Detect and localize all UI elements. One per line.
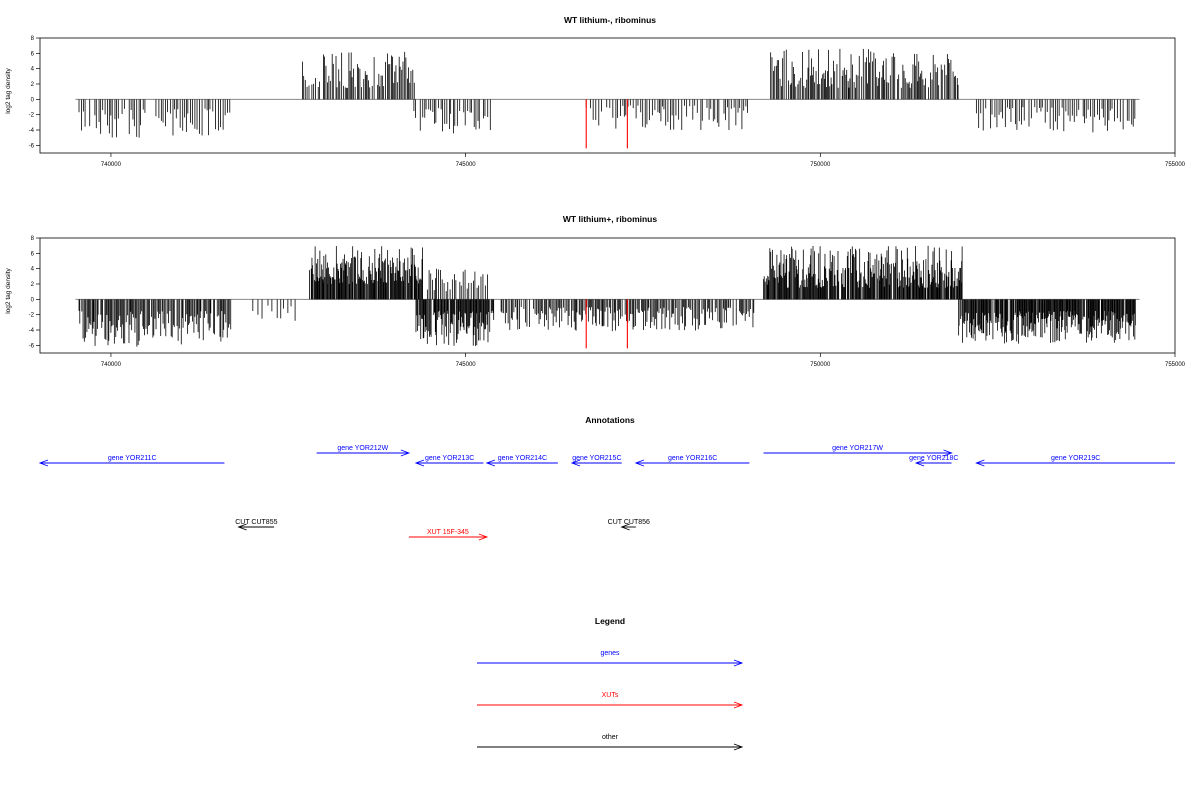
x-tick-label: 745000 — [456, 162, 477, 168]
y-tick-label: -6 — [29, 343, 35, 349]
y-tick-label: 8 — [31, 236, 35, 242]
feature-arrow — [414, 459, 484, 467]
feature-label: gene YOR213C — [425, 455, 474, 462]
feature-arrow — [570, 459, 622, 467]
annotations-title: Annotations — [585, 415, 635, 425]
legend-arrow — [477, 659, 744, 667]
annotation-feature: XUT 15F-345 — [408, 529, 489, 541]
plot-frame — [39, 237, 1176, 354]
annotation-feature: gene YOR217W — [763, 445, 953, 457]
y-tick-label: 4 — [31, 267, 35, 273]
feature-arrow — [763, 449, 953, 457]
y-tick-label: 2 — [31, 282, 35, 288]
annotation-feature: gene YOR214C — [485, 455, 558, 467]
feature-label: gene YOR217W — [832, 445, 883, 452]
plot-frame — [39, 37, 1176, 154]
y-tick-label: 8 — [31, 36, 35, 42]
y-tick-label: 0 — [31, 297, 35, 303]
annotation-feature: gene YOR211C — [38, 455, 225, 467]
x-tick-label: 755000 — [1165, 162, 1186, 168]
feature-label: XUT 15F-345 — [427, 529, 469, 536]
feature-arrow — [38, 459, 225, 467]
legend-arrow — [477, 701, 744, 709]
panel-title: WT lithium+, ribominus — [563, 214, 657, 224]
x-tick-label: 740000 — [101, 162, 122, 168]
legend-label: XUTs — [602, 692, 619, 699]
annotation-feature: gene YOR215C — [570, 455, 622, 467]
x-tick-label: 740000 — [101, 362, 122, 368]
feature-label: CUT CUT856 — [608, 519, 650, 526]
legend-item: genes — [477, 650, 744, 667]
panel-title: WT lithium-, ribominus — [564, 15, 656, 25]
annotation-feature: gene YOR212W — [316, 445, 411, 457]
y-axis-label: log2 tag density — [5, 67, 12, 113]
legend-arrow — [477, 743, 744, 751]
feature-arrow — [316, 449, 411, 457]
feature-label: gene YOR212W — [337, 445, 388, 452]
feature-arrow — [914, 459, 952, 467]
y-tick-label: 4 — [31, 67, 35, 73]
y-tick-label: -4 — [29, 328, 35, 334]
feature-label: gene YOR216C — [668, 455, 717, 462]
legend-item: other — [477, 734, 744, 751]
y-tick-label: 6 — [31, 51, 35, 57]
legend: Legend genes XUTs other — [477, 616, 744, 751]
annotation-feature: gene YOR219C — [975, 455, 1175, 467]
x-tick-label: 750000 — [810, 162, 831, 168]
x-tick-label: 745000 — [456, 362, 477, 368]
track-panel-lithium-plus: WT lithium+, ribominus log2 tag density … — [5, 214, 1186, 368]
feature-label: gene YOR214C — [498, 455, 547, 462]
annotation-feature: gene YOR213C — [414, 455, 484, 467]
x-tick-label: 750000 — [810, 362, 831, 368]
legend-title: Legend — [595, 616, 625, 626]
track-panel-lithium-minus: WT lithium-, ribominus log2 tag density … — [5, 15, 1186, 168]
feature-arrow — [237, 523, 275, 531]
annotations-track: Annotations gene YOR211C gene YOR212W gene… — [38, 415, 1175, 541]
feature-label: gene YOR218C — [909, 455, 958, 462]
y-tick-label: -6 — [29, 143, 35, 149]
feature-label: gene YOR215C — [572, 455, 621, 462]
x-tick-label: 755000 — [1165, 362, 1186, 368]
feature-arrow — [975, 459, 1175, 467]
density-bars — [78, 48, 1136, 138]
legend-item: XUTs — [477, 692, 744, 709]
feature-label: CUT CUT855 — [235, 519, 277, 526]
feature-arrow — [620, 523, 636, 531]
legend-label: other — [602, 734, 619, 741]
y-tick-label: 0 — [31, 97, 35, 103]
annotation-feature: CUT CUT855 — [235, 519, 278, 531]
y-tick-label: -2 — [29, 313, 35, 319]
y-axis-label: log2 tag density — [5, 267, 12, 313]
legend-label: genes — [600, 650, 620, 657]
y-tick-label: 2 — [31, 82, 35, 88]
y-tick-label: -4 — [29, 128, 35, 134]
annotation-feature: gene YOR218C — [909, 455, 958, 467]
feature-label: gene YOR211C — [108, 455, 157, 462]
annotation-feature: CUT CUT856 — [608, 519, 650, 531]
feature-label: gene YOR219C — [1051, 455, 1100, 462]
feature-arrow — [634, 459, 750, 467]
y-tick-label: -2 — [29, 113, 35, 119]
density-bars — [78, 245, 1136, 347]
y-tick-label: 6 — [31, 251, 35, 257]
feature-arrow — [485, 459, 558, 467]
feature-arrow — [408, 533, 489, 541]
annotation-feature: gene YOR216C — [634, 455, 750, 467]
